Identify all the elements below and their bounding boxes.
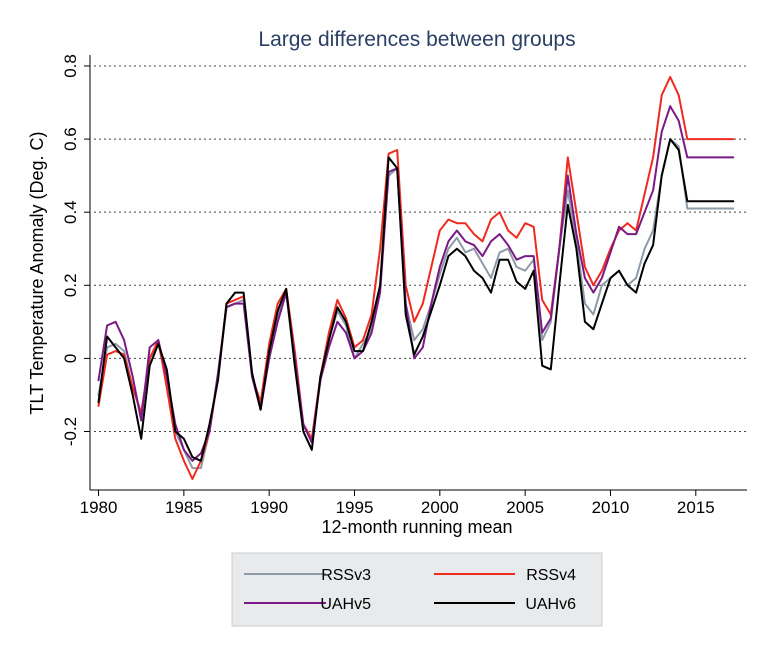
y-tick-label: 0 [61,354,80,363]
x-tick-label: 2015 [677,498,715,517]
legend-label-uahv5: UAHv5 [320,596,371,613]
x-tick-label: 2010 [592,498,630,517]
grid-lines [94,65,747,433]
legend-box [231,552,603,627]
y-tick-label: 0.8 [61,54,80,78]
x-tick-label: 1980 [80,498,118,517]
legend-label-uahv6: UAHv6 [525,596,576,613]
x-tick-label: 1990 [250,498,288,517]
series-line-rssv4 [97,75,735,480]
y-tick-label: 0.6 [61,127,80,151]
axes: -0.2 0 0.2 0.4 0.6 0.8 1980 1985 1990 1995 2000 200… [61,54,747,517]
x-tick-label: 2000 [421,498,459,517]
legend-label-rssv3: RSSv3 [321,567,371,584]
series-line-uahv6 [97,138,735,462]
series-line-rssv3 [97,138,735,470]
legend-label-rssv4: RSSv4 [526,567,576,584]
chart-title: Large differences between groups [258,28,575,51]
x-tick-label: 2005 [506,498,544,517]
y-tick-label: -0.2 [61,417,80,446]
legend: RSSv3 RSSv4 UAHv5 UAHv6 [231,552,603,627]
x-axis-label: 12-month running mean [321,517,512,537]
y-axis-label: TLT Temperature Anomaly (Deg. C) [27,131,47,414]
x-tick-label: 1985 [165,498,203,517]
x-tick-label: 1995 [336,498,374,517]
y-tick-label: 0.4 [61,200,80,224]
series-lines [97,75,735,480]
y-tick-label: 0.2 [61,273,80,297]
